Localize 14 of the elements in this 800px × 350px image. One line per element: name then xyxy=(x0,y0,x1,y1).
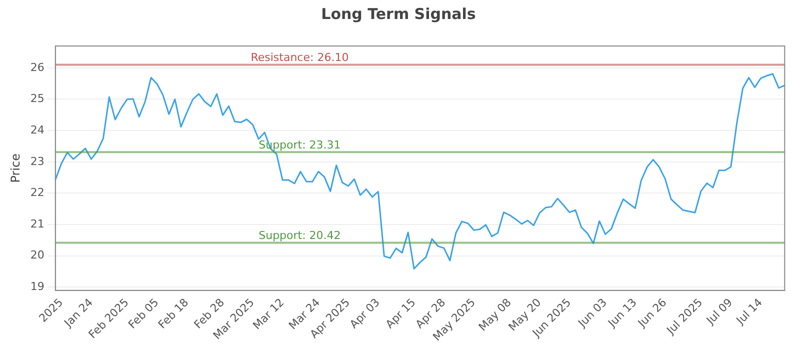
y-tick-label: 26 xyxy=(30,60,44,74)
y-tick-label: 23 xyxy=(30,154,44,168)
ref-line-label: Support: 20.42 xyxy=(258,229,341,242)
y-tick-label: 22 xyxy=(30,186,44,200)
y-tick-label: 21 xyxy=(30,217,44,230)
chart-title: Long Term Signals xyxy=(321,4,476,23)
y-tick-label: 24 xyxy=(30,123,44,136)
y-tick-label: 19 xyxy=(30,280,44,294)
y-tick-label: 25 xyxy=(30,92,44,106)
y-tick-label: 20 xyxy=(30,248,44,262)
x-tick-label: Jul 14 xyxy=(733,296,765,328)
ref-line-label: Resistance: 26.10 xyxy=(250,51,349,64)
y-axis-title: Price xyxy=(8,154,22,183)
x-tick-label: Jul 09 xyxy=(703,296,736,328)
